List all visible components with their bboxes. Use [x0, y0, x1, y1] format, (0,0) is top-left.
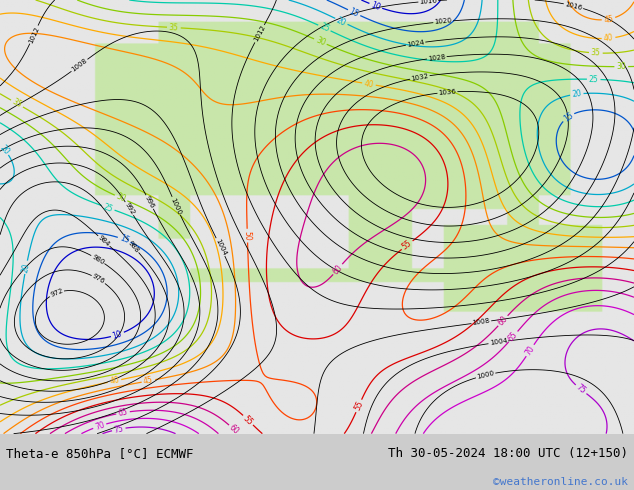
Text: 45: 45 [603, 14, 614, 24]
Text: 30: 30 [115, 192, 127, 204]
Text: 15: 15 [562, 110, 575, 123]
Text: ©weatheronline.co.uk: ©weatheronline.co.uk [493, 477, 628, 487]
Text: 996: 996 [144, 195, 155, 209]
Text: 20: 20 [571, 89, 582, 99]
Text: 35: 35 [169, 23, 179, 32]
Text: 55: 55 [353, 400, 365, 412]
Text: 1000: 1000 [170, 196, 183, 216]
Text: 65: 65 [117, 408, 129, 418]
Text: 55: 55 [401, 239, 414, 252]
Text: 1024: 1024 [406, 39, 425, 48]
Text: 25: 25 [589, 74, 598, 84]
Text: 20: 20 [335, 15, 347, 27]
Text: 65: 65 [507, 330, 520, 343]
Text: 1008: 1008 [70, 57, 89, 73]
Text: 50: 50 [243, 231, 252, 241]
Text: 1008: 1008 [472, 318, 491, 326]
Text: 972: 972 [49, 288, 64, 298]
Text: 15: 15 [118, 234, 131, 245]
Text: 30: 30 [314, 35, 327, 48]
Text: 60: 60 [331, 263, 344, 276]
Text: 30: 30 [616, 62, 626, 71]
Text: 60: 60 [228, 423, 241, 436]
Text: 25: 25 [318, 22, 331, 34]
Text: 35: 35 [11, 97, 23, 110]
Text: 70: 70 [94, 420, 106, 432]
Text: 15: 15 [348, 6, 360, 19]
Text: 40: 40 [109, 375, 120, 386]
Text: 45: 45 [143, 376, 154, 386]
Text: 984: 984 [97, 234, 111, 247]
Text: 1000: 1000 [476, 370, 495, 380]
Text: 1004: 1004 [214, 238, 227, 256]
Text: 20: 20 [0, 143, 11, 156]
Text: 988: 988 [127, 240, 140, 254]
Text: 1012: 1012 [27, 25, 41, 44]
Text: 25: 25 [102, 202, 114, 214]
Text: 1004: 1004 [489, 338, 508, 346]
Text: 35: 35 [591, 48, 601, 58]
Text: 40: 40 [604, 33, 614, 43]
Text: 992: 992 [123, 201, 136, 216]
Text: 1028: 1028 [427, 53, 446, 62]
Text: 1016: 1016 [564, 1, 583, 11]
Text: 40: 40 [363, 79, 375, 89]
Text: 10: 10 [112, 329, 124, 341]
Text: 60: 60 [496, 314, 510, 327]
Text: 1020: 1020 [434, 18, 452, 25]
Text: 1016: 1016 [419, 0, 437, 5]
Text: Th 30-05-2024 18:00 UTC (12+150): Th 30-05-2024 18:00 UTC (12+150) [387, 447, 628, 460]
Text: 1012: 1012 [253, 24, 266, 43]
Text: 10: 10 [370, 0, 382, 12]
Text: 55: 55 [242, 414, 255, 427]
Text: 976: 976 [91, 273, 106, 285]
Text: 75: 75 [574, 383, 588, 396]
Text: 980: 980 [91, 253, 105, 266]
Text: 20: 20 [21, 262, 32, 273]
Text: 75: 75 [113, 424, 124, 435]
Text: 70: 70 [524, 344, 536, 357]
Text: 1032: 1032 [410, 73, 429, 82]
Text: 1036: 1036 [438, 89, 456, 96]
Text: Theta-e 850hPa [°C] ECMWF: Theta-e 850hPa [°C] ECMWF [6, 447, 194, 460]
